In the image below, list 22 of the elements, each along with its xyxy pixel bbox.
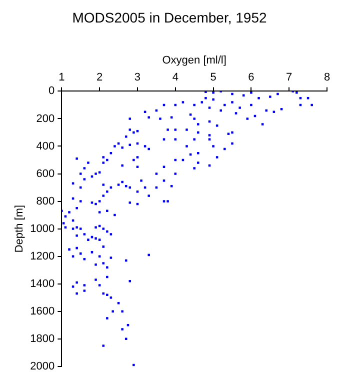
x-tick-label: 6 bbox=[248, 72, 254, 84]
y-tick-label: 1400 bbox=[30, 278, 55, 290]
y-tick-label: 1800 bbox=[30, 332, 55, 345]
y-tick-label: 1000 bbox=[30, 222, 55, 235]
y-tick-label: 400 bbox=[36, 140, 55, 152]
x-tick-label: 7 bbox=[286, 72, 292, 84]
chart-title: MODS2005 in December, 1952 bbox=[72, 9, 267, 26]
y-tick-label: 600 bbox=[36, 168, 55, 180]
x-tick-label: 8 bbox=[324, 72, 330, 84]
y-tick-label: 2000 bbox=[30, 360, 55, 372]
y-tick-label: 1200 bbox=[30, 250, 55, 262]
x-tick-label: 5 bbox=[210, 72, 216, 84]
y-tick-label: 1600 bbox=[30, 305, 55, 318]
y-tick-label: 800 bbox=[36, 195, 55, 208]
y-tick-label: 0 bbox=[48, 85, 55, 98]
x-axis-title: Oxygen [ml/l] bbox=[162, 54, 226, 66]
x-tick-label: 2 bbox=[96, 72, 103, 84]
x-tick-label: 1 bbox=[58, 72, 65, 84]
x-tick-label: 4 bbox=[172, 72, 178, 84]
y-tick-label: 200 bbox=[36, 112, 55, 125]
x-tick-label: 3 bbox=[134, 72, 141, 84]
y-axis-title: Depth [m] bbox=[14, 204, 26, 253]
